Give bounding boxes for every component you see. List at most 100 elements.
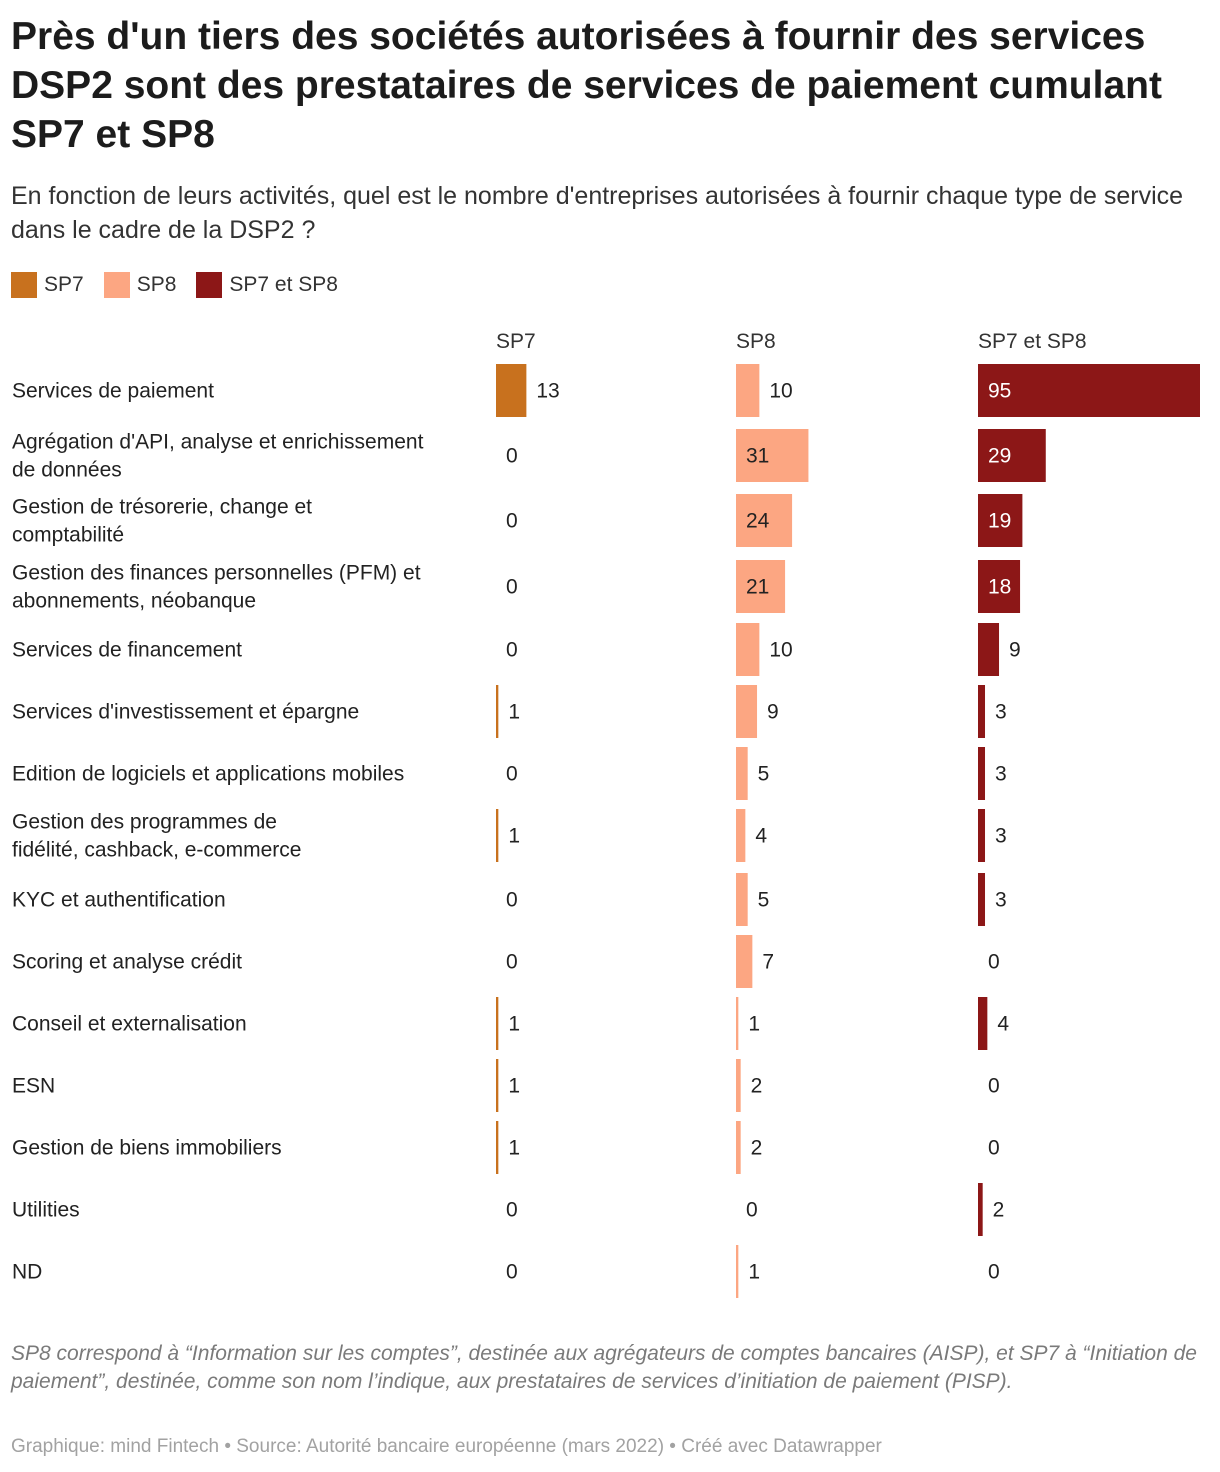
chart-subtitle: En fonction de leurs activités, quel est… bbox=[11, 182, 1184, 244]
bar-1-4 bbox=[736, 623, 760, 676]
bar-2-1 bbox=[978, 429, 1046, 482]
value-label-2-13: 2 bbox=[993, 1199, 1005, 1222]
row-label: Services d'investissement et épargne bbox=[12, 701, 359, 724]
bar-1-12 bbox=[736, 1121, 741, 1174]
value-label-0-12: 1 bbox=[508, 1137, 520, 1160]
bar-chart: SP7 SP8 SP7 et SP8 Services de paiement 13 10… bbox=[0, 320, 1220, 1320]
value-label-2-8: 3 bbox=[995, 889, 1007, 912]
value-label-0-10: 1 bbox=[508, 1013, 520, 1036]
value-label-0-7: 1 bbox=[508, 825, 520, 848]
column-header-0: SP7 bbox=[496, 330, 536, 353]
bar-1-7 bbox=[736, 809, 746, 862]
value-label-2-7: 3 bbox=[995, 825, 1007, 848]
legend-label-sp7: SP7 bbox=[44, 273, 84, 296]
bar-1-8 bbox=[736, 873, 748, 926]
bar-0-0 bbox=[496, 364, 527, 417]
value-label-0-1: 0 bbox=[506, 445, 518, 468]
bar-2-4 bbox=[978, 623, 1000, 676]
legend: SP7 SP8 SP7 et SP8 bbox=[11, 270, 358, 300]
value-label-1-8: 5 bbox=[758, 889, 770, 912]
bar-1-2 bbox=[736, 494, 793, 547]
row-label: Services de financement bbox=[12, 639, 242, 662]
value-label-0-4: 0 bbox=[506, 639, 518, 662]
bar-2-10 bbox=[978, 997, 988, 1050]
legend-item-sp8: SP8 bbox=[103, 272, 177, 298]
bar-1-0 bbox=[736, 364, 760, 417]
value-label-1-13: 0 bbox=[746, 1199, 758, 1222]
value-label-0-8: 0 bbox=[506, 889, 518, 912]
value-label-2-5: 3 bbox=[995, 701, 1007, 724]
value-label-1-11: 2 bbox=[751, 1075, 763, 1098]
value-label-2-11: 0 bbox=[988, 1075, 1000, 1098]
bar-2-3 bbox=[978, 560, 1021, 613]
bar-1-14 bbox=[736, 1245, 739, 1298]
legend-swatch-sp7 bbox=[11, 272, 37, 298]
value-label-2-1: 29 bbox=[988, 445, 1011, 468]
row-label: Gestion de trésorerie, change et comptabi… bbox=[12, 496, 312, 547]
value-label-1-14: 1 bbox=[748, 1261, 760, 1284]
bar-2-2 bbox=[978, 494, 1023, 547]
row-label: Gestion de biens immobiliers bbox=[12, 1137, 282, 1160]
bar-2-6 bbox=[978, 747, 986, 800]
value-label-2-0: 95 bbox=[988, 380, 1011, 403]
row-label: Scoring et analyse crédit bbox=[12, 951, 242, 974]
bar-1-10 bbox=[736, 997, 739, 1050]
value-label-0-14: 0 bbox=[506, 1261, 518, 1284]
credits: Graphique: mind Fintech • Source: Autori… bbox=[11, 1436, 882, 1457]
row-label: Utilities bbox=[12, 1199, 80, 1222]
bar-2-7 bbox=[978, 809, 986, 862]
value-label-1-2: 24 bbox=[746, 510, 770, 533]
row-label: Gestion des programmes de fidélité, cashb… bbox=[12, 811, 301, 862]
legend-swatch-sp7-sp8 bbox=[196, 272, 223, 298]
value-label-0-2: 0 bbox=[506, 510, 518, 533]
value-label-2-2: 19 bbox=[988, 510, 1011, 533]
row-label: Gestion des finances personnelles (PFM) … bbox=[12, 562, 421, 613]
bar-2-8 bbox=[978, 873, 986, 926]
value-label-2-3: 18 bbox=[988, 576, 1011, 599]
footnote: SP8 correspond à “Information sur les co… bbox=[11, 1342, 1197, 1393]
value-label-2-6: 3 bbox=[995, 763, 1007, 786]
value-label-1-6: 5 bbox=[758, 763, 770, 786]
row-label: Edition de logiciels et applications mob… bbox=[12, 763, 404, 786]
value-label-1-1: 31 bbox=[746, 445, 769, 468]
value-label-0-5: 1 bbox=[508, 701, 520, 724]
bar-2-0 bbox=[978, 364, 1200, 417]
bar-0-12 bbox=[496, 1121, 499, 1174]
bar-0-10 bbox=[496, 997, 499, 1050]
row-label: Agrégation d'API, analyse et enrichissem… bbox=[12, 431, 424, 482]
bar-1-6 bbox=[736, 747, 748, 800]
value-label-0-0: 13 bbox=[536, 380, 559, 403]
value-label-1-7: 4 bbox=[755, 825, 767, 848]
legend-swatch-sp8 bbox=[103, 272, 130, 298]
legend-label-sp8: SP8 bbox=[136, 273, 177, 296]
value-label-0-3: 0 bbox=[506, 576, 518, 599]
value-label-0-9: 0 bbox=[506, 951, 518, 974]
bar-0-5 bbox=[496, 685, 499, 738]
row-label: Services de paiement bbox=[12, 380, 214, 403]
legend-item-sp7-sp8: SP7 et SP8 bbox=[196, 272, 338, 298]
value-label-1-5: 9 bbox=[767, 701, 779, 724]
value-label-1-4: 10 bbox=[769, 639, 792, 662]
chart-title: Près d'un tiers des sociétés autorisées … bbox=[11, 15, 1162, 156]
bar-1-5 bbox=[736, 685, 758, 738]
bar-1-9 bbox=[736, 935, 753, 988]
row-label: ESN bbox=[12, 1075, 55, 1098]
bar-1-11 bbox=[736, 1059, 741, 1112]
bar-0-11 bbox=[496, 1059, 499, 1112]
value-label-0-6: 0 bbox=[506, 763, 518, 786]
value-label-2-10: 4 bbox=[997, 1013, 1009, 1036]
legend-label-sp7-sp8: SP7 et SP8 bbox=[229, 273, 338, 296]
value-label-2-12: 0 bbox=[988, 1137, 1000, 1160]
value-label-1-12: 2 bbox=[751, 1137, 763, 1160]
column-header-2: SP7 et SP8 bbox=[978, 330, 1087, 353]
value-label-1-9: 7 bbox=[762, 951, 774, 974]
value-label-1-0: 10 bbox=[769, 380, 792, 403]
value-label-0-11: 1 bbox=[508, 1075, 520, 1098]
bar-2-13 bbox=[978, 1183, 983, 1236]
bar-1-3 bbox=[736, 560, 786, 613]
legend-item-sp7: SP7 bbox=[11, 272, 84, 298]
value-label-2-14: 0 bbox=[988, 1261, 1000, 1284]
value-label-1-10: 1 bbox=[748, 1013, 760, 1036]
row-label: KYC et authentification bbox=[12, 889, 226, 912]
